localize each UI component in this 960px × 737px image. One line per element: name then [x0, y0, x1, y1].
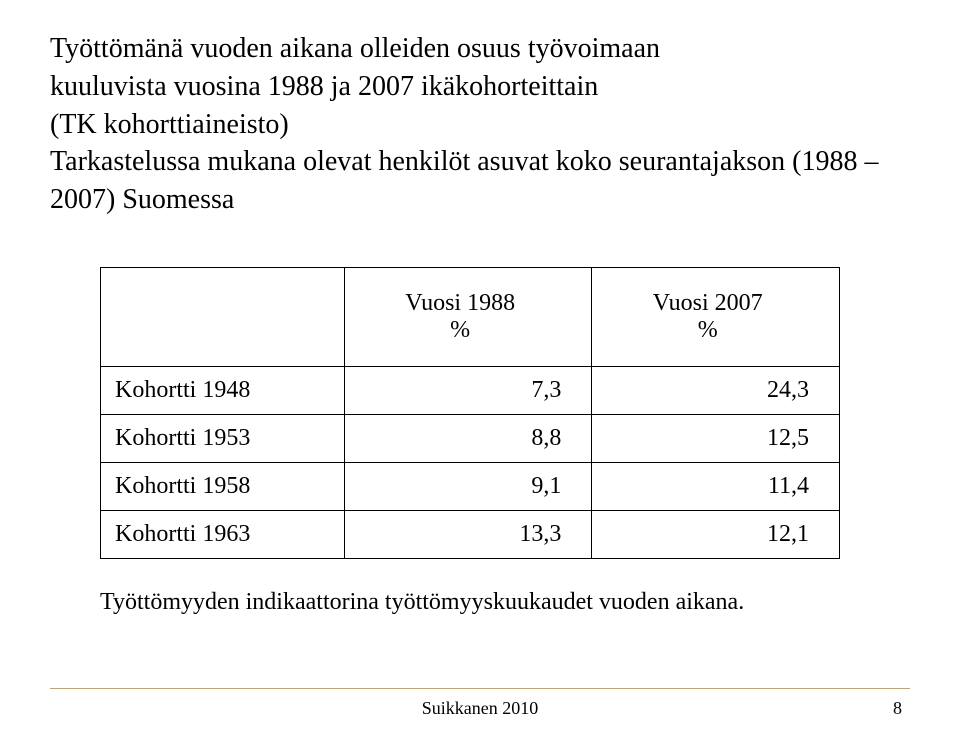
header-2007-line2: % — [698, 317, 718, 343]
divider-line — [50, 688, 910, 689]
header-col-2007: Vuosi 2007 % — [592, 267, 840, 366]
row-label: Kohortti 1953 — [101, 414, 345, 462]
table-row: Kohortti 1963 13,3 12,1 — [101, 510, 840, 558]
row-value-1988: 9,1 — [344, 462, 592, 510]
title-line-4: Tarkastelussa mukana olevat henkilöt asu… — [50, 146, 879, 215]
footer-text: Suikkanen 2010 — [0, 698, 960, 719]
data-table-container: Vuosi 1988 % Vuosi 2007 % Kohortti 1948 … — [100, 267, 840, 559]
table-row: Kohortti 1958 9,1 11,4 — [101, 462, 840, 510]
page-number: 8 — [893, 698, 902, 719]
header-2007-line1: Vuosi 2007 — [653, 290, 763, 316]
table-row: Kohortti 1948 7,3 24,3 — [101, 366, 840, 414]
header-1988-line2: % — [450, 317, 470, 343]
slide-title: Työttömänä vuoden aikana olleiden osuus … — [50, 30, 910, 219]
row-value-2007: 12,5 — [592, 414, 840, 462]
table-row: Kohortti 1953 8,8 12,5 — [101, 414, 840, 462]
title-line-1: Työttömänä vuoden aikana olleiden osuus … — [50, 33, 660, 64]
row-label: Kohortti 1958 — [101, 462, 345, 510]
row-value-2007: 11,4 — [592, 462, 840, 510]
data-table: Vuosi 1988 % Vuosi 2007 % Kohortti 1948 … — [100, 267, 840, 559]
row-value-1988: 8,8 — [344, 414, 592, 462]
table-caption: Työttömyyden indikaattorina työttömyysku… — [100, 589, 910, 616]
header-col-1988: Vuosi 1988 % — [344, 267, 592, 366]
header-1988-line1: Vuosi 1988 — [405, 290, 515, 316]
table-header-row: Vuosi 1988 % Vuosi 2007 % — [101, 267, 840, 366]
title-line-2: kuuluvista vuosina 1988 ja 2007 ikäkohor… — [50, 71, 598, 102]
header-empty — [101, 267, 345, 366]
title-line-3: (TK kohorttiaineisto) — [50, 109, 289, 140]
row-label: Kohortti 1963 — [101, 510, 345, 558]
row-value-2007: 12,1 — [592, 510, 840, 558]
slide: Työttömänä vuoden aikana olleiden osuus … — [0, 0, 960, 737]
row-value-1988: 7,3 — [344, 366, 592, 414]
row-value-2007: 24,3 — [592, 366, 840, 414]
row-value-1988: 13,3 — [344, 510, 592, 558]
row-label: Kohortti 1948 — [101, 366, 345, 414]
